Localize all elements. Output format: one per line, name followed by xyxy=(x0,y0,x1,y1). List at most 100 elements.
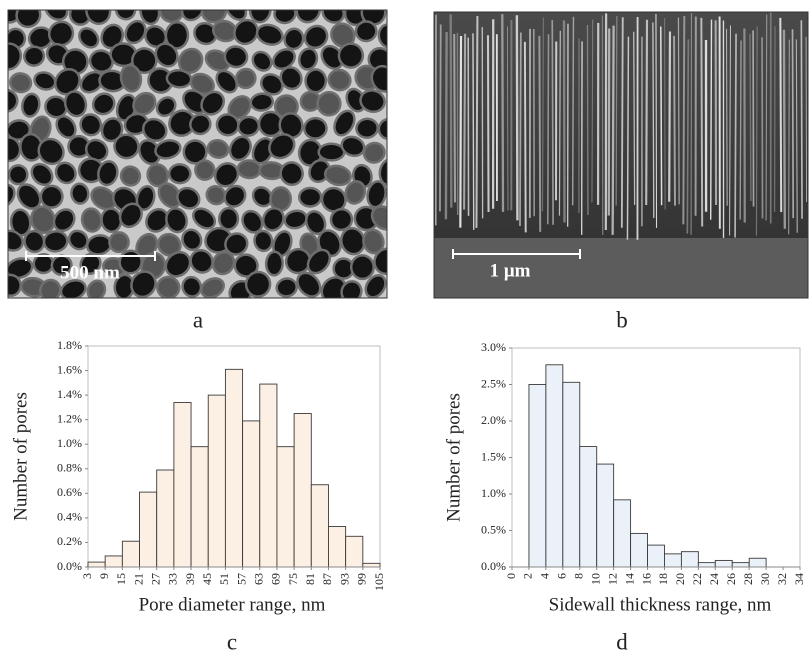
pore xyxy=(202,279,223,297)
bar xyxy=(259,383,278,568)
pore xyxy=(214,253,233,273)
pore xyxy=(216,164,237,185)
pore-wall xyxy=(615,15,618,206)
pore-wall xyxy=(501,14,505,212)
x-axis-title: Sidewall thickness range, nm xyxy=(549,594,772,615)
pore xyxy=(81,115,100,134)
pore xyxy=(147,210,167,231)
pore xyxy=(115,136,138,157)
pore xyxy=(276,96,297,117)
pore xyxy=(309,251,329,272)
pore xyxy=(322,47,342,68)
x-tick-label: 21 xyxy=(131,573,145,585)
pore xyxy=(25,47,43,65)
bar xyxy=(680,551,699,568)
pore-wall xyxy=(444,32,448,220)
bar xyxy=(731,562,750,568)
pore xyxy=(8,121,29,139)
pore xyxy=(35,73,54,89)
pore xyxy=(271,188,290,210)
pore xyxy=(80,159,102,181)
x-tick-label: 81 xyxy=(303,573,317,585)
pore xyxy=(285,30,302,48)
bar xyxy=(714,559,733,568)
pore xyxy=(381,160,387,184)
pore xyxy=(91,51,112,71)
panel-label: b xyxy=(616,307,628,332)
pore xyxy=(202,93,223,114)
pore xyxy=(178,189,198,208)
pore-wall xyxy=(472,33,475,230)
pore xyxy=(110,233,128,251)
pore xyxy=(8,186,14,205)
pore-wall xyxy=(652,22,655,218)
y-tick-label: 1.2% xyxy=(57,411,82,425)
y-tick-label: 1.0% xyxy=(57,436,82,450)
pore xyxy=(207,187,224,203)
pore xyxy=(191,251,212,272)
pore-wall xyxy=(571,16,575,206)
pore xyxy=(126,22,145,42)
pore xyxy=(33,165,51,184)
pore xyxy=(280,114,302,137)
pore-wall xyxy=(668,31,672,202)
pore-wall xyxy=(779,17,783,213)
pore xyxy=(260,113,281,135)
pore-wall xyxy=(515,15,519,221)
pore xyxy=(287,250,309,272)
pore xyxy=(329,71,350,89)
pore xyxy=(237,70,255,87)
pore xyxy=(239,161,260,177)
pore-wall xyxy=(486,35,490,212)
x-tick-label: 28 xyxy=(741,573,755,585)
x-tick-label: 20 xyxy=(673,573,687,585)
pore xyxy=(363,10,384,24)
bar xyxy=(362,562,381,568)
substrate xyxy=(434,238,808,298)
pore xyxy=(25,232,43,251)
pore xyxy=(10,166,27,183)
pore xyxy=(158,278,179,297)
pore xyxy=(118,96,135,120)
x-tick-label: 2 xyxy=(521,573,535,579)
y-tick-label: 0.5% xyxy=(481,522,506,536)
x-tick-label: 4 xyxy=(538,573,552,579)
pore xyxy=(305,119,326,138)
pore xyxy=(87,10,109,23)
pore xyxy=(45,232,67,251)
pore xyxy=(274,232,291,255)
pore xyxy=(332,210,351,229)
bar xyxy=(207,394,226,568)
pore xyxy=(102,209,120,231)
pore-wall xyxy=(729,25,731,236)
pore xyxy=(35,255,52,272)
pore xyxy=(319,145,344,160)
y-axis-title: Number of pores xyxy=(10,392,31,521)
x-tick-label: 33 xyxy=(166,573,180,585)
pore xyxy=(346,10,365,24)
pore xyxy=(274,50,294,68)
pore xyxy=(209,141,227,157)
pore-wall xyxy=(551,20,554,225)
pore xyxy=(306,27,326,47)
x-tick-label: 3 xyxy=(80,573,94,579)
y-tick-label: 0.2% xyxy=(57,534,82,548)
pore xyxy=(8,91,16,111)
bar xyxy=(121,540,140,568)
pore xyxy=(42,187,62,207)
pore xyxy=(81,255,100,273)
sem-image-cross-section xyxy=(434,12,808,298)
pore xyxy=(156,141,180,158)
pore-wall xyxy=(749,34,752,202)
pore xyxy=(83,209,101,231)
pore xyxy=(262,75,282,94)
x-tick-label: 99 xyxy=(355,573,369,585)
bar xyxy=(562,381,581,568)
pore xyxy=(46,97,66,116)
pore xyxy=(277,279,296,296)
pore xyxy=(17,10,39,26)
pore xyxy=(56,70,79,93)
pore xyxy=(66,92,85,115)
pore-wall xyxy=(453,33,457,203)
pore xyxy=(53,256,71,274)
